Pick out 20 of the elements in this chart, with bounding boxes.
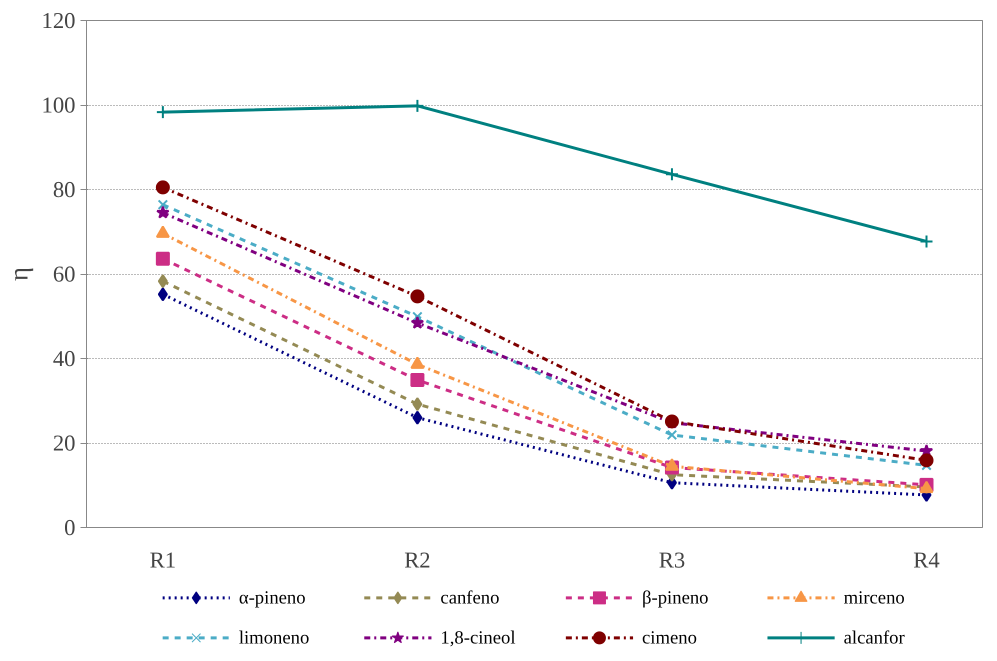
legend-label: alcanfor: [844, 627, 906, 648]
legend-label: limoneno: [238, 627, 310, 648]
y-tick-label: 40: [52, 346, 76, 371]
legend-label: 1,8-cineol: [440, 627, 516, 648]
x-tick-label: R4: [913, 548, 940, 572]
legend-label: mirceno: [844, 587, 905, 608]
y-tick-label: 60: [52, 262, 76, 286]
y-axis-title: η: [4, 267, 34, 281]
x-tick-label: R2: [404, 548, 431, 572]
y-tick-label: 120: [42, 8, 76, 33]
y-tick-label: 0: [64, 515, 76, 540]
legend-label: β-pineno: [642, 587, 709, 608]
legend-label: α-pineno: [238, 587, 306, 608]
x-tick-label: R3: [658, 548, 686, 572]
y-tick-label: 20: [52, 430, 76, 456]
x-tick-label: R1: [150, 548, 176, 572]
y-tick-label: 80: [52, 177, 76, 202]
y-tick-label: 100: [42, 92, 76, 118]
legend-label: cimeno: [642, 627, 697, 648]
legend-label: canfeno: [440, 587, 500, 608]
